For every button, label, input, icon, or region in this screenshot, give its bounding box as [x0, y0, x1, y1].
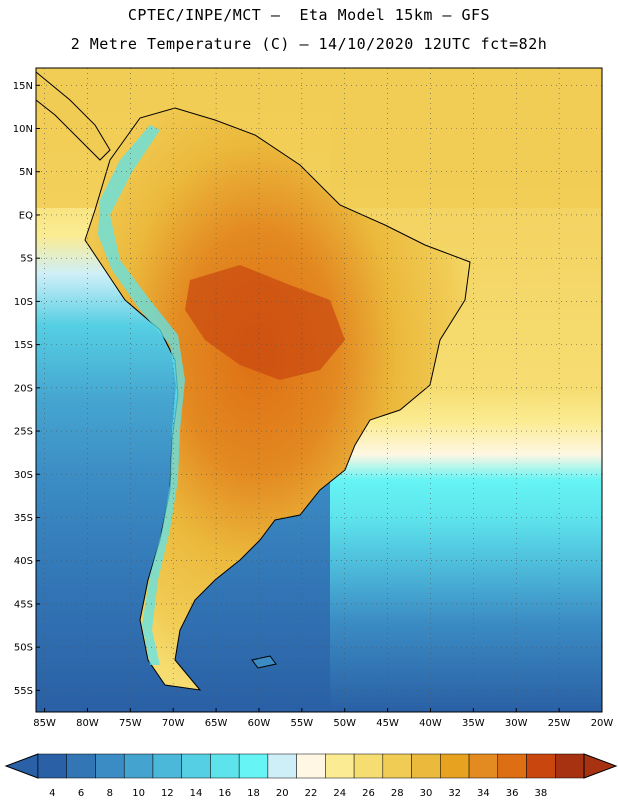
- colorbar-swatch: [37, 753, 67, 779]
- colorbar-swatch: [181, 753, 211, 779]
- latitude-label: 5S: [20, 254, 33, 265]
- longitude-label: 25W: [548, 718, 571, 729]
- colorbar-swatch: [325, 753, 355, 779]
- longitude-label: 50W: [333, 718, 356, 729]
- colorbar-swatch: [411, 753, 441, 779]
- longitude-label: 30W: [505, 718, 528, 729]
- colorbar-swatch: [497, 753, 527, 779]
- longitude-label: 35W: [462, 718, 485, 729]
- latitude-labels: 15N 10N 5N EQ 5S 10S 15S 20S 25S 30S 35S 40S 45S 50S 5…: [13, 81, 33, 697]
- colorbar-swatch: [210, 753, 240, 779]
- latitude-label: 30S: [14, 470, 33, 481]
- colorbar-label: 12: [161, 788, 174, 799]
- colorbar-label: 20: [276, 788, 289, 799]
- colorbar-swatch: [440, 753, 470, 779]
- colorbar-swatch: [526, 753, 556, 779]
- latitude-label: 10S: [14, 297, 33, 308]
- latitude-label: 45S: [14, 599, 33, 610]
- colorbar-label: 8: [107, 788, 113, 799]
- map-title: CPTEC/INPE/MCT – Eta Model 15km – GFS: [127, 6, 491, 24]
- colorbar-swatch: [555, 753, 585, 779]
- colorbar-swatch: [382, 753, 412, 779]
- latitude-label: 25S: [14, 427, 33, 438]
- map-frame: [35, 67, 603, 713]
- hot-core: [185, 265, 345, 380]
- colorbar-swatch: [95, 753, 125, 779]
- longitude-label: 65W: [205, 718, 228, 729]
- colorbar-label: 30: [420, 788, 433, 799]
- longitude-label: 80W: [76, 718, 99, 729]
- central-america-land: [35, 70, 111, 161]
- colorbar-label: 34: [477, 788, 490, 799]
- latitude-label: 55S: [14, 686, 33, 697]
- colorbar-label: 6: [78, 788, 84, 799]
- longitude-label: 55W: [291, 718, 314, 729]
- colorbar-label: 16: [218, 788, 231, 799]
- longitude-label: 20W: [591, 718, 614, 729]
- colorbar-swatch: [152, 753, 182, 779]
- colorbar-label: 10: [132, 788, 145, 799]
- longitude-label: 70W: [162, 718, 185, 729]
- colorbar-label: 26: [362, 788, 375, 799]
- colorbar-label: 32: [448, 788, 461, 799]
- colorbar-swatch: [123, 753, 154, 779]
- colorbar-label: 14: [190, 788, 203, 799]
- map-subtitle: 2 Metre Temperature (C) – 14/10/2020 12U…: [70, 35, 548, 53]
- latitude-label: 20S: [14, 383, 33, 394]
- longitude-label: 75W: [119, 718, 142, 729]
- andes-cool-strip: [98, 125, 185, 665]
- colorbar: [4, 753, 618, 779]
- colorbar-low-arrow: [4, 753, 39, 779]
- colorbar-label: 4: [49, 788, 55, 799]
- latitude-label: 15N: [13, 81, 33, 92]
- colorbar-swatch: [66, 753, 96, 779]
- latitude-label: 50S: [14, 643, 33, 654]
- latitude-label: EQ: [19, 210, 33, 221]
- colorbar-label: 28: [391, 788, 404, 799]
- colorbar-label: 38: [535, 788, 548, 799]
- colorbar-swatch: [468, 753, 499, 779]
- colorbar-high-arrow: [583, 753, 618, 779]
- colorbar-label: 36: [506, 788, 519, 799]
- latitude-label: 40S: [14, 556, 33, 567]
- colorbar-labels: 4 6 8 10 12 14 16 18 20 22 24 26 28 30 32 34 36 38: [49, 788, 547, 799]
- longitude-label: 85W: [33, 718, 56, 729]
- graticule: [36, 68, 603, 712]
- colorbar-swatch: [267, 753, 297, 779]
- longitude-label: 60W: [248, 718, 271, 729]
- latitude-label: 35S: [14, 513, 33, 524]
- latitude-label: 5N: [19, 167, 33, 178]
- map-plot-area: [35, 68, 602, 712]
- colorbar-label: 22: [305, 788, 318, 799]
- latitude-label: 10N: [13, 124, 33, 135]
- longitude-label: 45W: [376, 718, 399, 729]
- colorbar-label: 18: [247, 788, 260, 799]
- longitude-label: 40W: [419, 718, 442, 729]
- colorbar-swatch: [353, 753, 384, 779]
- colorbar-label: 24: [333, 788, 346, 799]
- longitude-labels: 85W 80W 75W 70W 65W 60W 55W 50W 45W 40W 35W 30W 25W 2…: [33, 718, 613, 729]
- colorbar-swatch: [296, 753, 326, 779]
- latitude-label: 15S: [14, 340, 33, 351]
- colorbar-swatch: [238, 753, 269, 779]
- falkland-islands: [251, 655, 277, 669]
